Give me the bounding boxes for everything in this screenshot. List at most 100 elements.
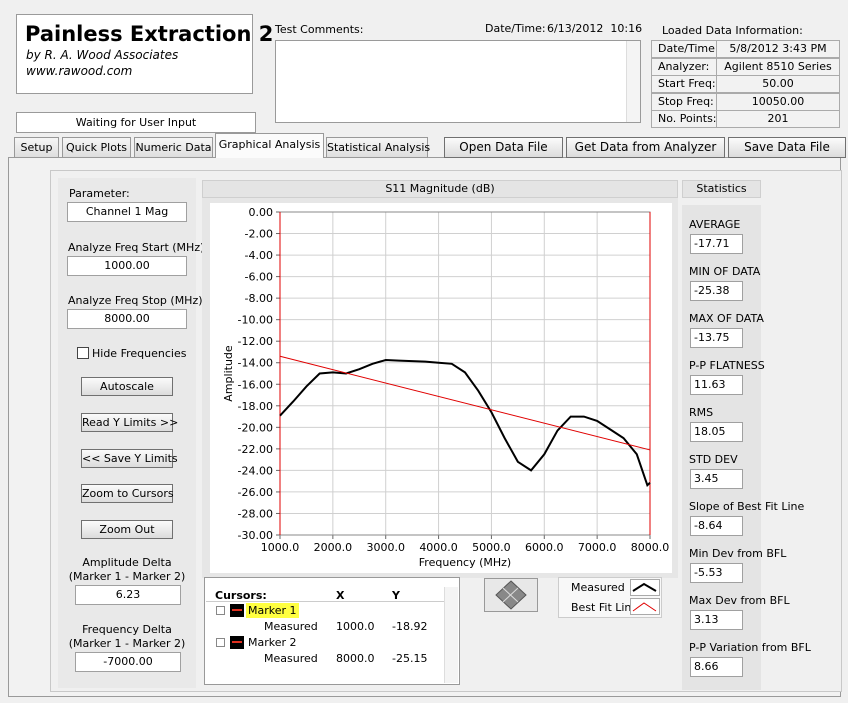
info-label: No. Points: xyxy=(651,110,717,128)
y-tick-label: -8.00 xyxy=(245,292,273,305)
stat-label: Max Dev from BFL xyxy=(689,594,790,607)
comments-box[interactable] xyxy=(275,40,641,123)
status: Waiting for User Input xyxy=(16,112,256,133)
x-tick-label: 5000.0 xyxy=(472,541,511,554)
app-title: Painless Extraction 2 xyxy=(25,22,274,46)
tree-toggle[interactable] xyxy=(216,638,225,647)
control-button[interactable]: << Save Y Limits xyxy=(81,448,178,468)
amp-delta-sublabel: (Marker 1 - Marker 2) xyxy=(68,570,186,583)
stat-value: 3.13 xyxy=(690,610,743,630)
toolbar-button[interactable]: Get Data from Analyzer xyxy=(566,137,725,158)
x-tick-label: 3000.0 xyxy=(366,541,405,554)
zoom-control[interactable] xyxy=(484,578,538,612)
stat-value: 18.05 xyxy=(690,422,743,442)
tree-toggle[interactable] xyxy=(216,606,225,615)
stat-label: Slope of Best Fit Line xyxy=(689,500,805,513)
stat-label: P-P Variation from BFL xyxy=(689,641,811,654)
y-tick-label: -2.00 xyxy=(245,228,273,241)
stat-value: -8.64 xyxy=(690,516,743,536)
info-label: Analyzer: xyxy=(651,57,717,76)
stat-value: -25.38 xyxy=(690,281,743,301)
freq-start-input[interactable]: 1000.00 xyxy=(67,256,187,276)
info-value: 50.00 xyxy=(716,75,840,93)
control-button[interactable]: Read Y Limits >> xyxy=(81,412,178,432)
cursor-header: Y xyxy=(392,589,400,602)
stat-label: STD DEV xyxy=(689,453,738,466)
freq-stop-label: Analyze Freq Stop (MHz) xyxy=(68,294,203,307)
stat-label: AVERAGE xyxy=(689,218,741,231)
marker-y: -18.92 xyxy=(392,620,428,633)
control-button[interactable]: Zoom to Cursors xyxy=(81,484,174,504)
loaded-title: Loaded Data Information: xyxy=(662,24,803,37)
control-button[interactable]: Zoom Out xyxy=(81,520,173,540)
comments-label: Test Comments: xyxy=(275,23,364,36)
tab[interactable]: Numeric Data xyxy=(134,137,213,158)
marker-name[interactable]: Marker 2 xyxy=(248,636,297,649)
header-box xyxy=(16,14,253,94)
datetime-value: 6/13/2012 10:16 xyxy=(547,22,643,35)
tab[interactable]: Setup xyxy=(14,137,59,158)
x-axis-label: Frequency (MHz) xyxy=(419,556,511,569)
checkbox[interactable] xyxy=(77,347,89,359)
freq-start-label: Analyze Freq Start (MHz) xyxy=(68,241,205,254)
y-tick-label: -10.00 xyxy=(238,314,273,327)
info-value: 5/8/2012 3:43 PM xyxy=(716,40,840,58)
info-label: Start Freq: xyxy=(651,75,717,93)
control-button[interactable]: Autoscale xyxy=(81,377,173,396)
info-value: 10050.00 xyxy=(716,92,840,111)
amp-delta-value: 6.23 xyxy=(75,585,181,605)
y-tick-label: -30.00 xyxy=(238,529,273,542)
marker-trace: Measured xyxy=(264,652,318,665)
series-line xyxy=(279,355,651,451)
y-tick-label: -24.00 xyxy=(238,464,273,477)
info-value: Agilent 8510 Series xyxy=(716,57,840,76)
y-tick-label: -14.00 xyxy=(238,357,273,370)
tab[interactable]: Statistical Analysis xyxy=(326,137,430,158)
stat-value: 8.66 xyxy=(690,657,743,677)
stat-label: Min Dev from BFL xyxy=(689,547,787,560)
amp-delta-label: Amplitude Delta xyxy=(82,556,172,569)
stats-title: Statistics xyxy=(682,180,761,198)
stat-label: P-P FLATNESS xyxy=(689,359,765,372)
stat-value: -13.75 xyxy=(690,328,743,348)
stat-value: 3.45 xyxy=(690,469,743,489)
scrollbar[interactable] xyxy=(626,41,640,122)
y-tick-label: -20.00 xyxy=(238,421,273,434)
marker-x: 8000.0 xyxy=(336,652,375,665)
stat-value: -17.71 xyxy=(690,234,743,254)
x-tick-label: 7000.0 xyxy=(578,541,617,554)
stat-label: MAX OF DATA xyxy=(689,312,764,325)
toolbar-button[interactable]: Open Data File xyxy=(444,137,563,158)
chart-title: S11 Magnitude (dB) xyxy=(202,180,678,198)
cursor-header: X xyxy=(336,589,345,602)
tab[interactable]: Quick Plots xyxy=(62,137,131,158)
url: www.rawood.com xyxy=(26,64,133,78)
datetime-label: Date/Time: xyxy=(485,22,546,35)
x-tick-label: 8000.0 xyxy=(631,541,670,554)
x-tick-label: 2000.0 xyxy=(314,541,353,554)
parameter-select[interactable]: Channel 1 Mag xyxy=(67,202,187,222)
tab[interactable]: Graphical Analysis xyxy=(215,133,324,158)
checkbox-label[interactable]: Hide Frequencies xyxy=(92,347,187,360)
toolbar-button[interactable]: Save Data File xyxy=(728,137,846,158)
info-value: 201 xyxy=(716,110,840,128)
legend-label: Measured xyxy=(571,581,625,594)
y-tick-label: -26.00 xyxy=(238,486,273,499)
x-tick-label: 1000.0 xyxy=(261,541,300,554)
y-tick-label: -6.00 xyxy=(245,271,273,284)
marker-icon-cross xyxy=(232,641,242,643)
marker-name[interactable]: Marker 1 xyxy=(246,603,299,618)
stat-label: RMS xyxy=(689,406,714,419)
y-tick-label: -28.00 xyxy=(238,507,273,520)
y-tick-label: -18.00 xyxy=(238,400,273,413)
freq-delta-label: Frequency Delta xyxy=(82,623,172,636)
y-tick-label: 0.00 xyxy=(249,206,274,219)
y-tick-label: -16.00 xyxy=(238,378,273,391)
marker-trace: Measured xyxy=(264,620,318,633)
freq-stop-input[interactable]: 8000.00 xyxy=(67,309,187,329)
legend-swatches xyxy=(630,579,660,615)
info-label: Date/Time: xyxy=(651,40,719,58)
scrollbar[interactable] xyxy=(444,587,458,683)
y-axis-label: Amplitude xyxy=(222,345,235,402)
